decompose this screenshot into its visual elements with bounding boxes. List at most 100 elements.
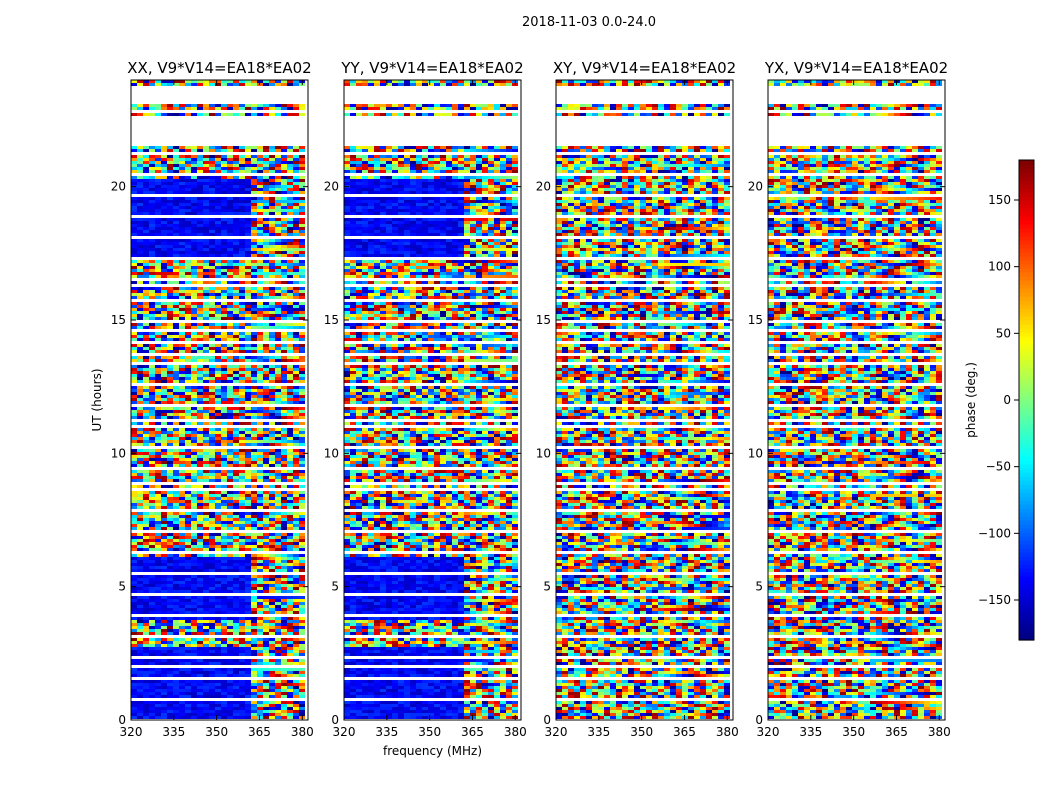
cell bbox=[263, 254, 269, 257]
cell bbox=[191, 407, 197, 410]
cell bbox=[275, 239, 281, 242]
cell bbox=[233, 437, 239, 440]
cell bbox=[209, 710, 215, 713]
cell bbox=[185, 713, 191, 716]
cell bbox=[239, 575, 245, 578]
cell bbox=[173, 113, 179, 116]
cell bbox=[161, 248, 167, 251]
cell bbox=[287, 314, 293, 317]
cell bbox=[245, 167, 251, 170]
cell bbox=[263, 350, 269, 353]
cell bbox=[137, 374, 143, 377]
cell bbox=[281, 638, 287, 641]
cell bbox=[161, 512, 167, 515]
cell bbox=[257, 248, 263, 251]
cell bbox=[299, 668, 305, 671]
cell bbox=[281, 479, 287, 482]
cell bbox=[299, 374, 305, 377]
cell bbox=[275, 713, 281, 716]
cell bbox=[209, 368, 215, 371]
cell bbox=[167, 638, 173, 641]
cell bbox=[221, 473, 227, 476]
data-row bbox=[131, 158, 305, 161]
cell bbox=[167, 314, 173, 317]
cell bbox=[185, 251, 191, 254]
cell bbox=[293, 155, 299, 158]
cell bbox=[239, 524, 245, 527]
cell bbox=[137, 206, 143, 209]
cell bbox=[161, 539, 167, 542]
cell bbox=[275, 434, 281, 437]
cell bbox=[155, 311, 161, 314]
cell bbox=[167, 554, 173, 557]
cell bbox=[245, 479, 251, 482]
cell bbox=[149, 455, 155, 458]
cell bbox=[173, 674, 179, 677]
cell bbox=[209, 638, 215, 641]
cell bbox=[215, 233, 221, 236]
cell bbox=[203, 395, 209, 398]
cell bbox=[269, 335, 275, 338]
cell bbox=[281, 659, 287, 662]
cell bbox=[269, 566, 275, 569]
cell bbox=[239, 182, 245, 185]
cell bbox=[269, 155, 275, 158]
cell bbox=[143, 680, 149, 683]
cell bbox=[287, 188, 293, 191]
cell bbox=[197, 272, 203, 275]
cell bbox=[239, 563, 245, 566]
cell bbox=[287, 413, 293, 416]
cell bbox=[167, 629, 173, 632]
cell bbox=[215, 182, 221, 185]
cell bbox=[275, 500, 281, 503]
cell bbox=[215, 521, 221, 524]
cell bbox=[275, 200, 281, 203]
cell bbox=[251, 83, 257, 86]
cell bbox=[245, 680, 251, 683]
cell bbox=[293, 107, 299, 110]
cell bbox=[221, 461, 227, 464]
cell bbox=[143, 557, 149, 560]
cell bbox=[239, 416, 245, 419]
cell bbox=[161, 206, 167, 209]
cell bbox=[275, 470, 281, 473]
cell bbox=[203, 350, 209, 353]
cell bbox=[251, 245, 257, 248]
cell bbox=[155, 515, 161, 518]
cell bbox=[143, 197, 149, 200]
cell bbox=[287, 395, 293, 398]
cell bbox=[137, 602, 143, 605]
cell bbox=[203, 521, 209, 524]
cell bbox=[185, 308, 191, 311]
cell bbox=[299, 503, 305, 506]
cell bbox=[269, 161, 275, 164]
cell bbox=[293, 266, 299, 269]
cell bbox=[197, 629, 203, 632]
cell bbox=[173, 686, 179, 689]
cell bbox=[269, 668, 275, 671]
cell bbox=[287, 305, 293, 308]
cell bbox=[233, 608, 239, 611]
cell bbox=[155, 476, 161, 479]
cell bbox=[416, 83, 422, 86]
cell bbox=[287, 380, 293, 383]
cell bbox=[281, 245, 287, 248]
cell bbox=[215, 107, 221, 110]
cell bbox=[227, 224, 233, 227]
cell bbox=[287, 710, 293, 713]
cell bbox=[173, 350, 179, 353]
cell bbox=[233, 497, 239, 500]
cell bbox=[257, 518, 263, 521]
cell bbox=[251, 674, 257, 677]
cell bbox=[191, 491, 197, 494]
cell bbox=[179, 185, 185, 188]
cell bbox=[209, 221, 215, 224]
cell bbox=[209, 254, 215, 257]
cell bbox=[185, 524, 191, 527]
cell bbox=[233, 350, 239, 353]
cell bbox=[161, 602, 167, 605]
cell bbox=[215, 239, 221, 242]
cell bbox=[161, 260, 167, 263]
cell bbox=[251, 710, 257, 713]
cell bbox=[299, 611, 305, 614]
